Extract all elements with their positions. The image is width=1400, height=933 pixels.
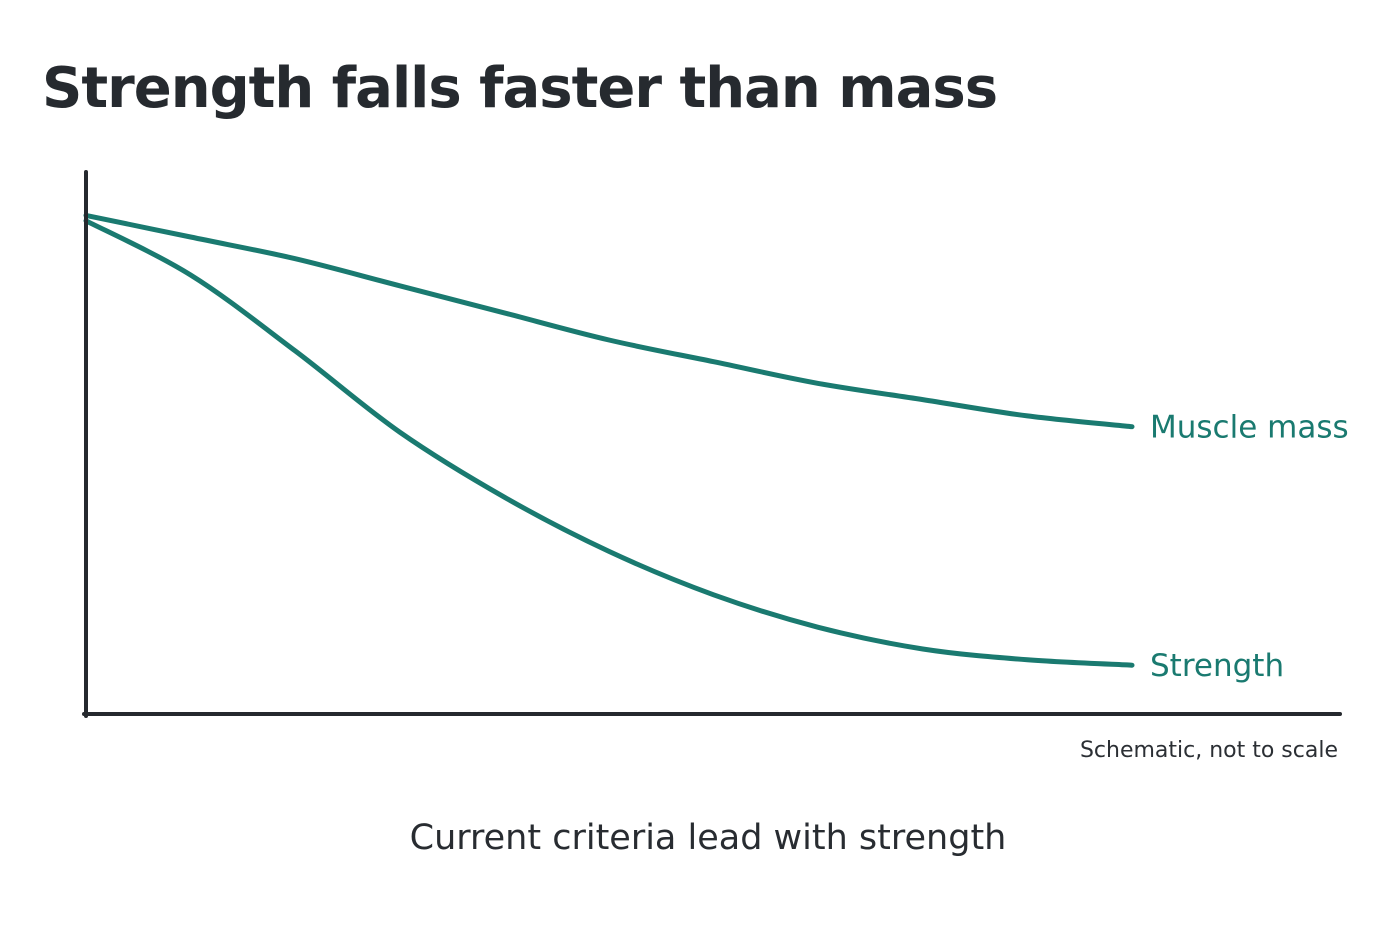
- series-label-muscle-mass: Muscle mass: [1150, 410, 1349, 446]
- series-layer: [83, 212, 1135, 668]
- series-line-muscle-mass: [83, 212, 1135, 430]
- series-label-strength: Strength: [1150, 648, 1284, 684]
- series-line-strength: [83, 218, 1135, 668]
- chart-title: Strength falls faster than mass: [42, 56, 998, 121]
- scale-note: Schematic, not to scale: [1079, 738, 1338, 763]
- chart-caption: Current criteria lead with strength: [409, 818, 1007, 858]
- series-labels: Muscle mass Strength: [1150, 410, 1349, 685]
